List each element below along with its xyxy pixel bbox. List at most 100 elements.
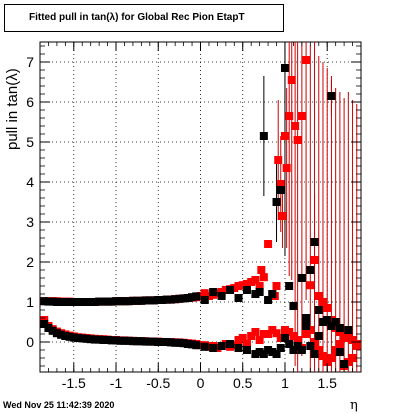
data-point: [276, 180, 285, 188]
data-point: [327, 354, 336, 362]
data-point: [86, 335, 95, 344]
data-point: [302, 314, 311, 322]
data-point: [137, 296, 146, 305]
data-point: [310, 256, 319, 264]
x-tick-label: 0: [197, 375, 205, 391]
chart-title: Fitted pull in tan(λ) for Global Rec Pio…: [29, 12, 245, 23]
data-point: [217, 292, 226, 300]
data-point: [204, 292, 213, 300]
data-point: [293, 336, 302, 344]
data-point: [179, 294, 188, 303]
data-point: [268, 326, 277, 334]
data-point: [276, 344, 285, 352]
data-point: [323, 304, 332, 312]
data-point: [255, 336, 264, 344]
data-point: [340, 334, 349, 342]
data-point: [327, 316, 336, 324]
data-point: [272, 329, 281, 338]
data-point: [318, 298, 327, 306]
y-tick-label: 5: [26, 134, 34, 150]
data-point: [61, 298, 70, 306]
y-tick-label: 6: [26, 94, 34, 110]
data-point: [162, 295, 171, 304]
data-point: [297, 274, 306, 282]
x-tick-label: 0.5: [233, 375, 253, 391]
data-point: [282, 164, 291, 172]
data-point: [99, 336, 108, 344]
data-point: [348, 354, 357, 362]
data-point: [171, 295, 180, 304]
data-point: [318, 352, 327, 360]
data-point: [200, 289, 209, 298]
data-point: [257, 266, 266, 274]
data-point: [323, 358, 332, 366]
data-point: [112, 297, 121, 306]
data-point: [272, 350, 281, 358]
data-point: [251, 290, 260, 298]
data-point: [103, 336, 112, 344]
data-point: [310, 350, 319, 358]
data-point: [352, 342, 361, 350]
data-points: [40, 56, 361, 370]
data-point: [340, 360, 349, 368]
data-point: [280, 132, 289, 140]
data-point: [107, 336, 116, 345]
data-point: [107, 297, 116, 306]
data-point: [331, 324, 340, 332]
data-point: [141, 337, 150, 346]
data-point: [175, 294, 184, 303]
data-point: [291, 122, 300, 130]
data-point: [196, 292, 205, 300]
data-point: [82, 334, 91, 343]
y-axis-label: pull in tan(λ): [4, 68, 21, 150]
data-point: [278, 212, 287, 220]
data-point: [242, 346, 251, 354]
data-point: [293, 342, 302, 350]
data-point: [234, 282, 243, 290]
data-point: [230, 284, 239, 292]
data-point: [166, 295, 175, 304]
data-point: [95, 335, 104, 344]
y-tick-label: 2: [26, 254, 34, 270]
data-point: [259, 330, 268, 338]
data-point: [264, 296, 273, 304]
data-point: [259, 273, 268, 282]
data-point: [209, 288, 218, 296]
data-point: [196, 341, 205, 350]
data-point: [268, 348, 277, 356]
data-point: [251, 350, 260, 358]
data-point: [251, 328, 260, 336]
data-point: [103, 297, 112, 306]
data-point: [61, 332, 70, 340]
data-point: [247, 278, 256, 286]
data-point: [74, 298, 83, 306]
data-point: [302, 330, 311, 338]
x-tick-label: -1: [110, 375, 123, 391]
data-point: [285, 112, 294, 120]
tick-labels: -1.5 -1 -0.5 0 0.5 1 1.5 0 1 2 3 4 5 6 7: [26, 54, 337, 391]
data-point: [57, 330, 66, 339]
data-point: [40, 320, 49, 328]
data-point: [158, 338, 167, 346]
data-point: [128, 296, 137, 305]
data-point: [48, 297, 57, 306]
data-point: [57, 298, 66, 306]
data-point: [166, 338, 175, 347]
data-point: [40, 297, 49, 306]
x-tick-label: -0.5: [146, 375, 170, 391]
data-point: [158, 296, 167, 304]
data-point: [116, 297, 125, 306]
data-point: [297, 112, 306, 120]
data-point: [314, 306, 323, 314]
data-point: [314, 346, 323, 354]
data-point: [285, 328, 294, 336]
data-point: [48, 326, 57, 335]
data-point: [179, 339, 188, 348]
data-point: [287, 76, 296, 84]
data-point: [306, 342, 315, 350]
y-tick-label: 3: [26, 214, 34, 230]
data-point: [78, 298, 87, 306]
data-point: [226, 286, 235, 294]
data-point: [145, 296, 154, 305]
